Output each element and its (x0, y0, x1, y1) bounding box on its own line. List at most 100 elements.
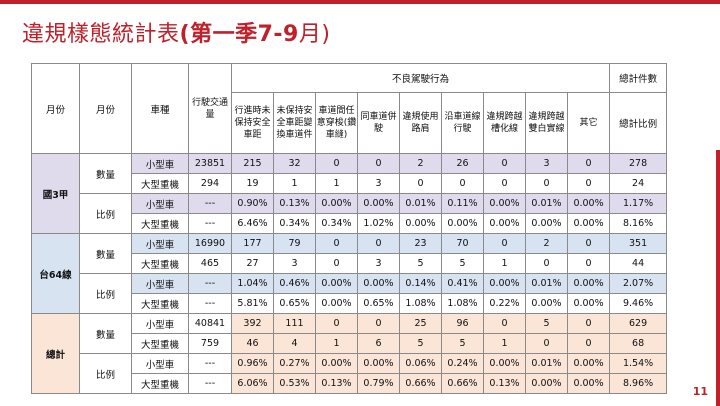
header-behavior: 違規跨越雙白實線 (525, 92, 568, 154)
row-type: 數量 (79, 233, 132, 274)
table-cell: 0.65% (273, 293, 316, 314)
table-cell: 0 (483, 313, 526, 334)
table-cell: 0.22% (483, 293, 526, 314)
header-behavior: 沿車道線行駛 (441, 92, 484, 154)
row-type: 數量 (79, 313, 132, 354)
table-cell: 1.02% (357, 213, 400, 234)
header-traffic-volume: 行駛交通量 (188, 63, 232, 154)
table-cell: 0 (399, 173, 442, 194)
vehicle-type: 大型重機 (131, 333, 189, 354)
header-vehicle-type: 車種 (131, 63, 189, 154)
table-cell: 0 (441, 173, 484, 194)
table-cell: 0.66% (399, 373, 442, 394)
table-cell: 0.01% (525, 273, 568, 294)
vehicle-type: 大型重機 (131, 373, 189, 394)
total-cell: 8.96% (609, 373, 668, 394)
table-cell: 3 (357, 173, 400, 194)
page-title: 違規樣態統計表(第一季7-9月) (22, 16, 330, 48)
header-total-ratio: 總計比例 (609, 92, 668, 154)
table-cell: 0.00% (566, 293, 611, 314)
table-cell: 0.00% (525, 213, 568, 234)
page-number: 11 (692, 385, 708, 398)
total-cell: 629 (609, 313, 668, 334)
table-cell: 0.00% (357, 193, 400, 214)
table-cell: 26 (441, 153, 484, 174)
table-cell: 0.24% (441, 353, 484, 374)
table-cell: 1.08% (399, 293, 442, 314)
table-cell: 1 (315, 173, 358, 194)
total-cell: 278 (609, 153, 668, 174)
vehicle-type: 大型重機 (131, 173, 189, 194)
table-cell: 0 (357, 233, 400, 254)
group-name: 總計 (31, 313, 80, 394)
table-cell: 0.14% (399, 273, 442, 294)
table-cell: 0 (566, 233, 611, 254)
table-cell: 3 (525, 153, 568, 174)
table-cell: 0.00% (483, 273, 526, 294)
traffic-volume: 465 (188, 253, 232, 274)
table-cell: 5 (525, 313, 568, 334)
table-cell: 6.46% (231, 213, 274, 234)
table-cell: 0.13% (273, 193, 316, 214)
table-cell: 5.81% (231, 293, 274, 314)
table-cell: 0.53% (273, 373, 316, 394)
vehicle-type: 大型重機 (131, 253, 189, 274)
table-cell: 0.66% (441, 373, 484, 394)
total-cell: 8.16% (609, 213, 668, 234)
vehicle-type: 小型車 (131, 353, 189, 374)
table-cell: 3 (273, 253, 316, 274)
header-row-2: 行進時未保持安全車距 未保持安全車距變換車道件 車道間任意穿梭(鑽車縫) 同車道… (32, 92, 668, 154)
table-row: 國3甲 數量 小型車 23851 215 32 0 0 2 26 0 3 0 278 (31, 153, 668, 234)
top-accent-bar (0, 0, 720, 4)
table-cell: 0.01% (525, 353, 568, 374)
table-cell: 0.46% (273, 273, 316, 294)
table-cell: 0.01% (399, 193, 442, 214)
table-cell: 32 (273, 153, 316, 174)
traffic-volume: --- (188, 353, 232, 374)
table-cell: 0.00% (315, 293, 358, 314)
table-cell: 0.13% (483, 373, 526, 394)
table-cell: 96 (441, 313, 484, 334)
title-prefix: 違規樣態統計表 (22, 22, 180, 47)
table-cell: 3 (357, 253, 400, 274)
table-cell: 0.00% (525, 373, 568, 394)
table-cell: 1.04% (231, 273, 274, 294)
traffic-volume: --- (188, 293, 232, 314)
vehicle-type: 小型車 (131, 233, 189, 254)
traffic-volume: 16990 (188, 233, 232, 254)
table-cell: 0.13% (315, 373, 358, 394)
table-cell: 23 (399, 233, 442, 254)
table-cell: 0 (566, 173, 611, 194)
row-type: 比例 (79, 353, 132, 394)
table-cell: 0 (566, 333, 611, 354)
table-cell: 0.00% (566, 353, 611, 374)
table-cell: 0.00% (566, 213, 611, 234)
row-type: 比例 (79, 193, 132, 234)
header-behavior: 違規跨越槽化線 (483, 92, 526, 154)
table-cell: 2 (525, 233, 568, 254)
header-behavior: 行進時未保持安全車距 (231, 92, 274, 154)
table-cell: 0 (315, 153, 358, 174)
table-cell: 177 (231, 233, 274, 254)
table-cell: 5 (441, 253, 484, 274)
table-cell: 0.00% (483, 213, 526, 234)
row-type: 數量 (79, 153, 132, 194)
vehicle-type: 小型車 (131, 273, 189, 294)
row-type: 比例 (79, 273, 132, 314)
header-behavior: 其它 (566, 92, 611, 154)
total-cell: 1.17% (609, 193, 668, 214)
table-cell: 25 (399, 313, 442, 334)
table-row: 比例 小型車 --- 0.90% 0.13% 0.00% 0.00% 0.01% 0.11% 0.… (32, 193, 668, 234)
table-cell: 0.79% (357, 373, 400, 394)
vehicle-type: 小型車 (131, 193, 189, 214)
table-cell: 0 (566, 153, 611, 174)
title-suffix: 月) (298, 22, 331, 47)
table-cell: 215 (231, 153, 274, 174)
table-cell: 5 (399, 333, 442, 354)
vehicle-type: 小型車 (131, 153, 189, 174)
traffic-volume: 40841 (188, 313, 232, 334)
traffic-volume: 759 (188, 333, 232, 354)
table-cell: 1 (273, 173, 316, 194)
table-cell: 0 (525, 253, 568, 274)
table-cell: 1.08% (441, 293, 484, 314)
